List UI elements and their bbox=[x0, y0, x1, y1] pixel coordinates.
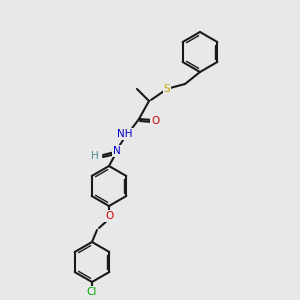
Text: H: H bbox=[91, 151, 99, 161]
Text: Cl: Cl bbox=[87, 287, 97, 297]
Text: NH: NH bbox=[117, 129, 133, 139]
Text: N: N bbox=[113, 146, 121, 156]
Text: S: S bbox=[164, 84, 170, 94]
Text: O: O bbox=[105, 211, 113, 221]
Text: O: O bbox=[151, 116, 159, 126]
